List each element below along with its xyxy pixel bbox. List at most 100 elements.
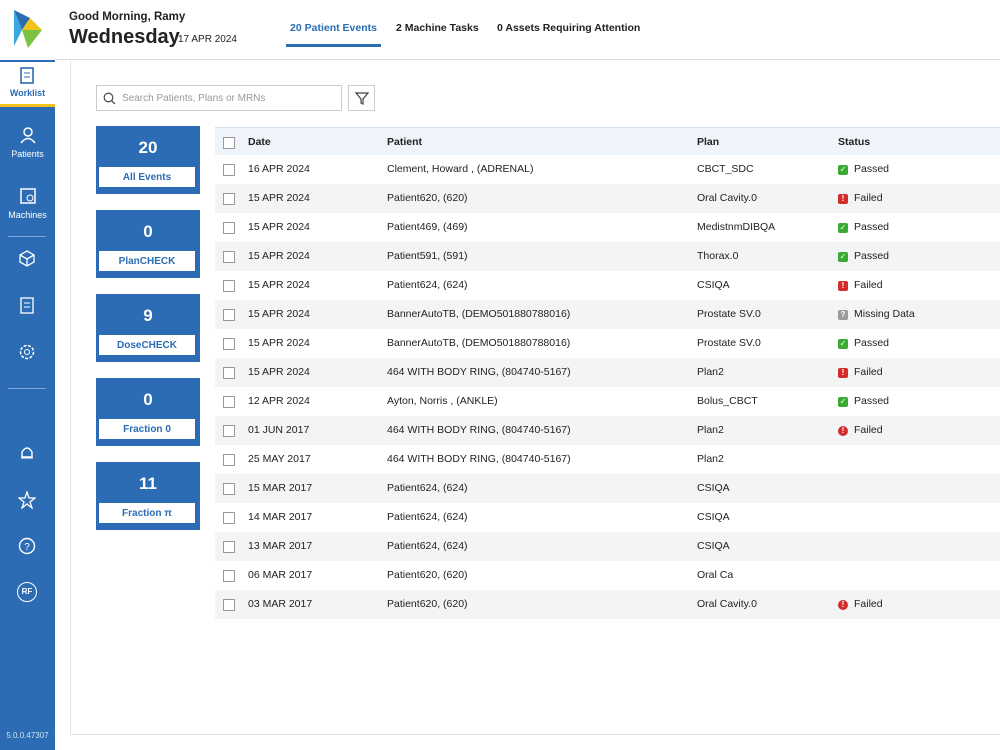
cell-date: 03 MAR 2017 bbox=[248, 598, 313, 610]
logo-area bbox=[0, 0, 55, 60]
checkbox[interactable] bbox=[223, 137, 235, 149]
status-icon: ✓ bbox=[838, 339, 848, 349]
logo bbox=[14, 10, 42, 48]
table-row[interactable]: 15 APR 2024 Patient591, (591) Thorax.0 ✓ Pas… bbox=[215, 242, 1000, 271]
machines-icon[interactable] bbox=[19, 187, 37, 205]
cell-plan: CBCT_SDC bbox=[697, 163, 754, 175]
card-count: 9 bbox=[143, 306, 153, 325]
cell-date: 15 MAR 2017 bbox=[248, 482, 313, 494]
status-icon: ! bbox=[838, 281, 848, 291]
checkbox[interactable] bbox=[223, 222, 235, 234]
summary-card[interactable]: 0 PlanCHECK bbox=[96, 210, 200, 278]
nav-item-active[interactable]: Worklist bbox=[0, 62, 55, 107]
column-header: Patient bbox=[387, 136, 423, 148]
card-count: 20 bbox=[138, 138, 158, 157]
table-row[interactable]: 15 APR 2024 BannerAutoTB, (DEMO5018807880… bbox=[215, 300, 1000, 329]
cell-plan: Prostate SV.0 bbox=[697, 337, 761, 349]
checkbox[interactable] bbox=[223, 193, 235, 205]
search-placeholder: Search Patients, Plans or MRNs bbox=[122, 93, 266, 104]
nav-label[interactable]: Patients bbox=[11, 149, 44, 159]
cell-plan: MedistnmDIBQA bbox=[697, 221, 776, 233]
cell-patient: 464 WITH BODY RING, (804740-5167) bbox=[387, 424, 571, 436]
table-row[interactable]: 03 MAR 2017 Patient620, (620) Oral Cavity.… bbox=[215, 590, 1000, 619]
tab[interactable]: 2 Machine Tasks bbox=[396, 22, 479, 34]
table-row[interactable]: 15 APR 2024 Patient624, (624) CSIQA! Failed bbox=[215, 271, 1000, 300]
table-row[interactable]: 15 APR 2024 Patient469, (469) MedistnmDIBQ… bbox=[215, 213, 1000, 242]
checkbox[interactable] bbox=[223, 599, 235, 611]
cell-status: Passed bbox=[854, 337, 890, 349]
cell-status: Passed bbox=[854, 163, 890, 175]
cell-date: 14 MAR 2017 bbox=[248, 511, 313, 523]
search-box[interactable]: Search Patients, Plans or MRNs bbox=[96, 85, 342, 111]
cell-patient: Patient624, (624) bbox=[387, 482, 468, 494]
cell-status: Passed bbox=[854, 221, 890, 233]
status-icon: ✓ bbox=[838, 397, 848, 407]
table-row[interactable]: 15 APR 2024 464 WITH BODY RING, (804740-5… bbox=[215, 358, 1000, 387]
cell-plan: CSIQA bbox=[697, 540, 730, 552]
cell-date: 15 APR 2024 bbox=[248, 308, 310, 320]
table-row[interactable]: 01 JUN 2017 464 WITH BODY RING, (804740-5… bbox=[215, 416, 1000, 445]
cell-status: Failed bbox=[854, 192, 883, 204]
patients-icon[interactable] bbox=[19, 126, 37, 144]
checkbox[interactable] bbox=[223, 454, 235, 466]
checkbox[interactable] bbox=[223, 280, 235, 292]
cell-status: Failed bbox=[854, 279, 883, 291]
checkbox[interactable] bbox=[223, 396, 235, 408]
user-badge[interactable]: RF bbox=[17, 582, 37, 602]
summary-card[interactable]: 0 Fraction 0 bbox=[96, 378, 200, 446]
cell-patient: Patient591, (591) bbox=[387, 250, 468, 262]
clipboard-icon[interactable] bbox=[18, 296, 36, 314]
table-row[interactable]: 25 MAY 2017 464 WITH BODY RING, (804740-5… bbox=[215, 445, 1000, 474]
checkbox[interactable] bbox=[223, 512, 235, 524]
tab-active[interactable]: 20 Patient Events bbox=[286, 22, 381, 47]
separator bbox=[8, 388, 46, 389]
checkbox[interactable] bbox=[223, 367, 235, 379]
star-icon[interactable] bbox=[18, 491, 36, 509]
cell-status: Passed bbox=[854, 395, 890, 407]
checkbox[interactable] bbox=[223, 541, 235, 553]
bell-icon[interactable] bbox=[18, 444, 36, 462]
checkbox[interactable] bbox=[223, 338, 235, 350]
summary-card[interactable]: 11 Fraction π bbox=[96, 462, 200, 530]
panel-border bbox=[70, 59, 71, 735]
worklist-icon bbox=[20, 67, 34, 84]
status-icon: ✓ bbox=[838, 252, 848, 262]
table-row[interactable]: 12 APR 2024 Ayton, Norris , (ANKLE) Bolus_… bbox=[215, 387, 1000, 416]
cube-icon[interactable] bbox=[18, 249, 36, 267]
checkbox[interactable] bbox=[223, 483, 235, 495]
table-row[interactable]: 06 MAR 2017 Patient620, (620) Oral Ca bbox=[215, 561, 1000, 590]
checkbox[interactable] bbox=[223, 164, 235, 176]
checkbox[interactable] bbox=[223, 309, 235, 321]
summary-card[interactable]: 20 All Events bbox=[96, 126, 200, 194]
checkbox[interactable] bbox=[223, 570, 235, 582]
filter-button[interactable] bbox=[348, 85, 375, 111]
table-row[interactable]: 15 APR 2024 BannerAutoTB, (DEMO5018807880… bbox=[215, 329, 1000, 358]
help-icon[interactable]: ? bbox=[18, 537, 36, 555]
cell-plan: Plan2 bbox=[697, 424, 724, 436]
nav-label: Worklist bbox=[9, 88, 46, 98]
nav-label[interactable]: Machines bbox=[8, 210, 47, 220]
cell-date: 12 APR 2024 bbox=[248, 395, 310, 407]
cell-patient: Patient624, (624) bbox=[387, 279, 468, 291]
cell-date: 15 APR 2024 bbox=[248, 366, 310, 378]
table-row[interactable]: 13 MAR 2017 Patient624, (624) CSIQA bbox=[215, 532, 1000, 561]
cell-patient: Patient469, (469) bbox=[387, 221, 468, 233]
settings-icon[interactable] bbox=[18, 343, 36, 361]
table-row[interactable]: 15 APR 2024 Patient620, (620) Oral Cavity.… bbox=[215, 184, 1000, 213]
summary-card[interactable]: 9 DoseCHECK bbox=[96, 294, 200, 362]
cell-plan: Oral Ca bbox=[697, 569, 734, 581]
card-count: 0 bbox=[143, 222, 153, 241]
checkbox[interactable] bbox=[223, 251, 235, 263]
cell-patient: 464 WITH BODY RING, (804740-5167) bbox=[387, 366, 571, 378]
checkbox[interactable] bbox=[223, 425, 235, 437]
card-label: Fraction π bbox=[98, 502, 196, 524]
status-icon: ! bbox=[838, 194, 848, 204]
cell-patient: BannerAutoTB, (DEMO501880788016) bbox=[387, 308, 571, 320]
cell-date: 13 MAR 2017 bbox=[248, 540, 313, 552]
separator bbox=[8, 236, 46, 237]
table-row[interactable]: 15 MAR 2017 Patient624, (624) CSIQA bbox=[215, 474, 1000, 503]
status-icon: ✓ bbox=[838, 165, 848, 175]
table-row[interactable]: 16 APR 2024 Clement, Howard , (ADRENAL) CB… bbox=[215, 155, 1000, 184]
table-row[interactable]: 14 MAR 2017 Patient624, (624) CSIQA bbox=[215, 503, 1000, 532]
tab[interactable]: 0 Assets Requiring Attention bbox=[497, 22, 641, 34]
